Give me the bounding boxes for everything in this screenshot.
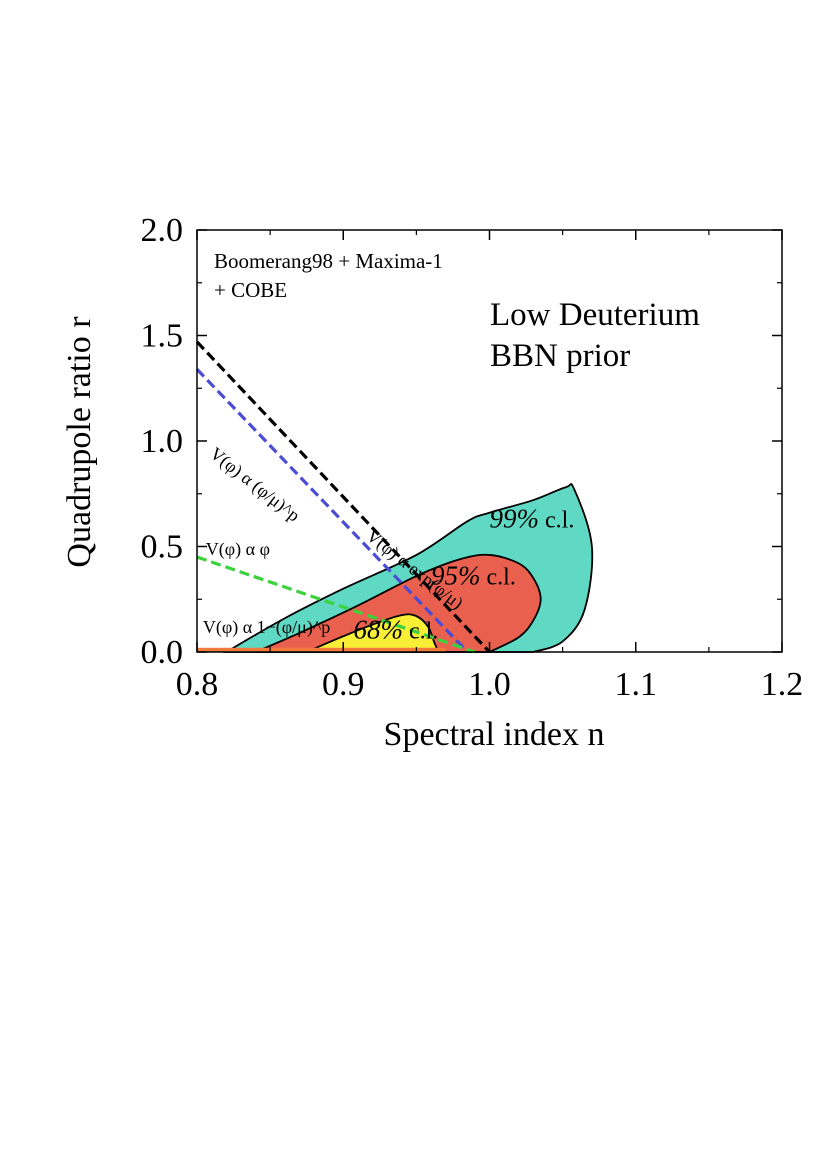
y-tick-label: 1.0 xyxy=(141,423,184,460)
y-tick-label: 2.0 xyxy=(141,212,184,249)
prior-annotation-line2: BBN prior xyxy=(490,338,630,374)
x-tick-label: 1.0 xyxy=(468,666,511,703)
region-label-99-c-l: 99% c.l. xyxy=(490,504,575,534)
series-label-v-p: V(φ) α (φ/μ)^p xyxy=(206,443,304,526)
y-tick-label: 1.5 xyxy=(141,318,184,355)
series-line-v-exp xyxy=(195,340,491,654)
x-axis-label: Spectral index n xyxy=(384,716,605,753)
dataset-annotation-line1: Boomerang98 + Maxima-1 xyxy=(214,249,443,273)
dataset-annotation-line2: + COBE xyxy=(214,278,287,302)
model-lines xyxy=(195,340,491,654)
x-tick-label: 0.8 xyxy=(176,666,219,703)
series-line-v-p xyxy=(195,368,469,654)
y-axis-label: Quadrupole ratio r xyxy=(61,316,98,568)
band-flat-potential-band xyxy=(197,647,446,652)
x-tick-label: 1.1 xyxy=(615,666,658,703)
region-95-c-l xyxy=(255,553,542,653)
x-tick-label: 0.9 xyxy=(322,666,365,703)
plot-frame xyxy=(196,229,783,653)
y-tick-label: 0.5 xyxy=(141,529,184,566)
x-tick-label: 1.2 xyxy=(761,666,804,703)
confidence-regions xyxy=(197,483,594,653)
chart-text: Spectral index n Quadrupole ratio r Boom… xyxy=(61,212,803,753)
region-68-c-l xyxy=(306,613,440,653)
series-line-v xyxy=(196,555,476,654)
series-label-v-1-p: V(φ) α 1−(φ/μ)^p xyxy=(203,617,330,638)
series-label-v: V(φ) α φ xyxy=(206,539,270,560)
y-tick-label: 0.0 xyxy=(141,634,184,671)
region-label-68-c-l: 68% c.l. xyxy=(353,614,438,644)
region-label-95-c-l: 95% c.l. xyxy=(431,560,516,590)
prior-annotation-line1: Low Deuterium xyxy=(490,297,700,333)
